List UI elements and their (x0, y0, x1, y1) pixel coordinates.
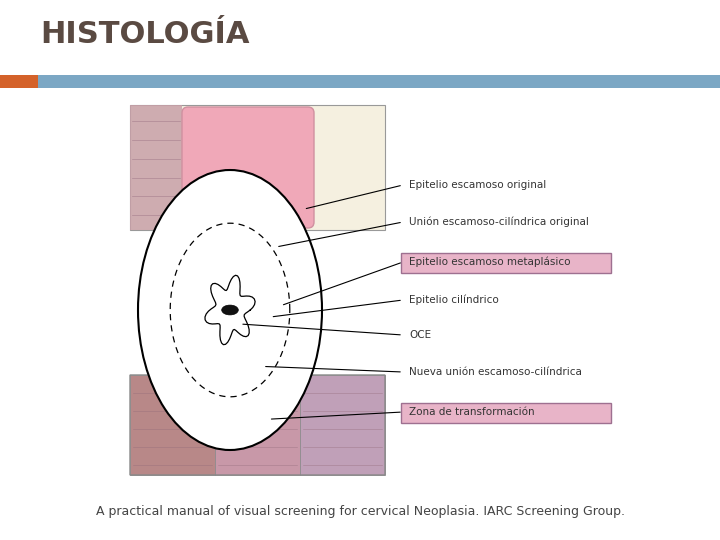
Bar (0, 75, 38, 88)
Text: Epitelio escamoso metaplásico: Epitelio escamoso metaplásico (409, 256, 570, 267)
Bar (130, 105, 385, 230)
Text: HISTOLOGÍA: HISTOLOGÍA (40, 20, 250, 49)
Text: Nueva unión escamoso-cilíndrica: Nueva unión escamoso-cilíndrica (409, 367, 582, 377)
Bar (300, 375, 385, 475)
Bar (215, 375, 300, 475)
Ellipse shape (138, 170, 322, 450)
Bar (401, 403, 611, 423)
Text: OCE: OCE (409, 330, 431, 340)
Bar (130, 105, 182, 230)
Bar (130, 375, 215, 475)
Text: Epitelio escamoso original: Epitelio escamoso original (409, 180, 546, 190)
Bar (401, 253, 611, 273)
Ellipse shape (222, 305, 238, 315)
Text: Epitelio cilíndrico: Epitelio cilíndrico (409, 295, 499, 305)
Text: Zona de transformación: Zona de transformación (409, 407, 535, 417)
Bar (0, 75, 720, 88)
FancyBboxPatch shape (182, 107, 314, 228)
Text: A practical manual of visual screening for cervical Neoplasia. IARC Screening Gr: A practical manual of visual screening f… (96, 505, 624, 518)
Text: Unión escamoso-cilíndrica original: Unión escamoso-cilíndrica original (409, 217, 589, 227)
